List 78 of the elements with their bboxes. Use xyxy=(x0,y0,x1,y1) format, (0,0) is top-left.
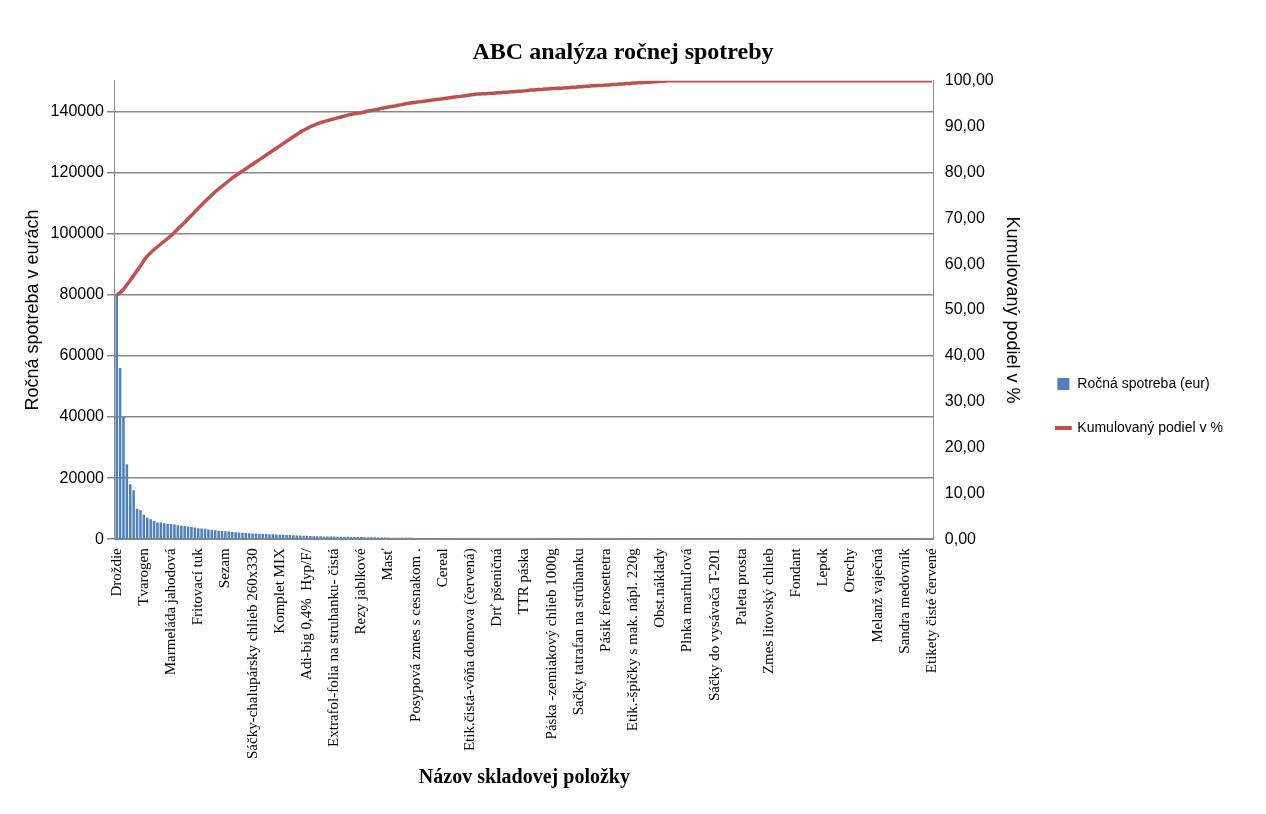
x-tick-label: Melanž vaječná xyxy=(868,547,885,643)
x-tick-label: Drť pšeničná xyxy=(488,547,505,627)
bar xyxy=(207,529,210,539)
y-tick-label: 120000 xyxy=(50,162,105,180)
bar xyxy=(268,534,271,539)
bar xyxy=(156,522,159,539)
bar xyxy=(183,526,186,539)
x-tick-label: Páska -zemiakový chlieb 1000g xyxy=(542,547,559,740)
x-tick-label: Marmeláda jahodová xyxy=(161,547,178,676)
bar xyxy=(173,524,176,539)
y-tick-label: 100000 xyxy=(50,224,105,242)
y-tick-label: 60000 xyxy=(59,346,105,364)
bar xyxy=(200,528,203,539)
y2-tick-label: 100,00 xyxy=(944,71,994,89)
bar xyxy=(285,534,288,539)
y2-tick-label: 50,00 xyxy=(944,300,985,318)
x-tick-label: Orechy xyxy=(841,547,858,593)
bar xyxy=(319,536,322,539)
bar xyxy=(251,533,254,539)
y-tick-label: 20000 xyxy=(59,468,105,486)
x-tick-label: Etik.-špičky s mak. nápl. 220g xyxy=(624,547,641,732)
x-tick-label: Zmes litovský chlieb xyxy=(759,548,776,675)
x-tick-label: Fondant xyxy=(787,547,804,598)
y2-tick-label: 30,00 xyxy=(944,392,985,410)
chart-title: ABC analýza ročnej spotreby xyxy=(472,37,774,64)
y2-tick-label: 40,00 xyxy=(944,346,985,364)
bar xyxy=(309,536,312,539)
x-tick-label: TTR páska xyxy=(515,547,532,615)
y-tick-label: 40000 xyxy=(59,407,105,425)
x-tick-label: Obst.náklady xyxy=(651,547,668,628)
y2-tick-label: 90,00 xyxy=(944,117,985,135)
x-tick-label: Extrafol-folia na struhanku- čistá xyxy=(325,547,342,747)
y2-tick-label: 0,00 xyxy=(944,529,977,547)
bar xyxy=(149,519,152,539)
y-tick-label: 0 xyxy=(95,529,105,547)
x-tick-label: Rezy jablkové xyxy=(352,547,369,635)
legend-label: Ročná spotreba (eur) xyxy=(1077,374,1210,391)
y2-tick-label: 70,00 xyxy=(944,208,985,226)
y2-tick-label: 80,00 xyxy=(944,162,985,180)
x-tick-label: Paleta prosta xyxy=(732,547,749,626)
y2-tick-label: 60,00 xyxy=(944,254,985,272)
bar xyxy=(166,523,169,539)
bar xyxy=(234,532,237,539)
bar xyxy=(275,534,278,539)
bar xyxy=(241,532,244,539)
x-tick-label: Etikety čisté červené xyxy=(923,547,940,674)
bar xyxy=(224,531,227,539)
x-tick-label: Sačky tatrafan na strúhanku xyxy=(569,547,586,716)
y2-tick-label: 10,00 xyxy=(944,483,985,501)
y-tick-label: 140000 xyxy=(50,101,105,119)
x-tick-label: Cereal xyxy=(433,548,450,588)
x-tick-label: Etik.čistá-vôňa domova (červená) xyxy=(460,548,478,752)
bar xyxy=(217,530,220,539)
y-axis-title: Ročná spotreba v eurách xyxy=(21,209,42,411)
bar xyxy=(292,535,295,539)
x-tick-label: Sáčky do vysávača T-201 xyxy=(705,548,722,702)
x-tick-label: Sezam xyxy=(216,547,233,589)
x-tick-label: Sáčky-chalupársky chlieb 260x330 xyxy=(243,548,260,759)
legend-label: Kumulovaný podiel v % xyxy=(1077,418,1223,435)
x-tick-label: Komplet MIX xyxy=(270,548,287,634)
y2-tick-label: 20,00 xyxy=(944,437,985,455)
x-tick-label: Adi-big 0,4% Hyp/F/ xyxy=(297,547,314,680)
x-tick-label: Lepok xyxy=(814,547,831,587)
x-tick-label: Droždie xyxy=(107,547,124,597)
bar xyxy=(190,527,193,539)
y-tick-label: 80000 xyxy=(59,285,105,303)
x-axis-title: Názov skladovej položky xyxy=(418,765,630,789)
bar xyxy=(258,533,261,539)
x-tick-label: Plnka marhuľová xyxy=(678,547,695,653)
x-tick-label: Masť xyxy=(379,547,396,581)
bar xyxy=(139,510,142,539)
bar xyxy=(115,294,118,539)
x-tick-label: Tvarogen xyxy=(134,547,151,606)
x-tick-label: Sandra medovník xyxy=(895,547,912,654)
x-tick-label: Fritovací tuk xyxy=(189,547,206,626)
y2-axis-title: Kumulovaný podiel v % xyxy=(1002,216,1023,404)
x-tick-label: Pásik ferosettetra xyxy=(596,547,613,652)
x-tick-label: Posypová zmes s cesnakom . xyxy=(406,548,423,722)
